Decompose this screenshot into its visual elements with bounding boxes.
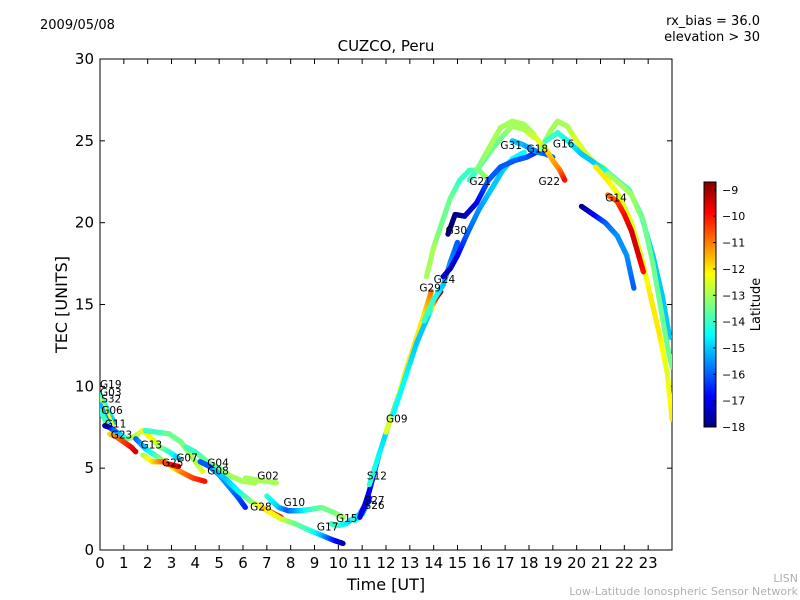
colorbar — [703, 181, 717, 428]
x-tick-label: 9 — [310, 554, 320, 572]
x-tick-label: 2 — [143, 554, 153, 572]
x-tick-label: 11 — [353, 554, 372, 572]
colorbar-tick-label: −11 — [722, 237, 745, 250]
series-G02 — [242, 475, 279, 486]
satellite-label-G24: G24 — [434, 274, 456, 286]
colorbar-tick-label: −15 — [722, 342, 745, 355]
data-point — [273, 480, 279, 486]
y-tick-label: 5 — [84, 459, 94, 477]
data-point — [640, 269, 647, 275]
series-group — [100, 118, 672, 547]
date-label: 2009/05/08 — [40, 18, 115, 33]
series-G24 — [390, 288, 444, 417]
satellite-label-G15: G15 — [336, 513, 358, 525]
series-G23 — [106, 431, 139, 455]
colorbar-tick-label: −14 — [722, 316, 745, 329]
satellite-label-G31: G31 — [500, 140, 522, 152]
satellite-label-S26: S26 — [365, 500, 385, 512]
y-tick-label: 15 — [75, 296, 94, 314]
x-tick-label: 18 — [519, 554, 538, 572]
colorbar-tick-label: −18 — [722, 421, 745, 434]
x-tick-label: 20 — [567, 554, 586, 572]
x-tick-label: 5 — [214, 554, 224, 572]
satellite-label-G30: G30 — [446, 225, 468, 237]
satellite-label-G13: G13 — [141, 440, 163, 452]
x-tick-label: 19 — [543, 554, 562, 572]
y-tick-label: 30 — [75, 50, 94, 68]
y-tick-label: 10 — [75, 377, 94, 395]
rx-bias-label: rx_bias = 36.0 — [666, 14, 760, 29]
satellite-label-G18: G18 — [527, 143, 549, 155]
satellite-label-G21: G21 — [469, 176, 491, 188]
x-axis-label: Time [UT] — [346, 575, 425, 594]
colorbar-tick-label: −12 — [722, 263, 745, 276]
data-point — [133, 449, 139, 455]
x-tick-label: 21 — [591, 554, 610, 572]
series-G10 — [264, 493, 346, 520]
colorbar-tick-label: −16 — [722, 368, 745, 381]
satellite-label-G06: G06 — [101, 405, 123, 417]
x-tick-label: 3 — [167, 554, 177, 572]
x-tick-label: 0 — [95, 554, 105, 572]
satellite-label-S12: S12 — [367, 471, 387, 483]
satellite-label-G16: G16 — [553, 138, 575, 150]
data-point — [631, 285, 637, 291]
data-point — [199, 468, 206, 475]
data-point — [669, 364, 672, 370]
colorbar-label: Latitude — [749, 278, 764, 332]
elevation-label: elevation > 30 — [664, 30, 760, 45]
y-tick-label: 0 — [84, 541, 94, 559]
satellite-label-G07: G07 — [176, 453, 198, 465]
x-tick-label: 17 — [496, 554, 515, 572]
satellite-label-G28: G28 — [250, 502, 272, 514]
data-point — [340, 514, 346, 520]
x-tick-label: 7 — [262, 554, 272, 572]
x-tick-label: 10 — [329, 554, 348, 572]
x-tick-label: 22 — [615, 554, 634, 572]
satellite-label-G02: G02 — [257, 471, 279, 483]
data-point — [454, 239, 461, 245]
data-point — [242, 504, 248, 511]
colorbar-tick-label: −17 — [722, 395, 745, 408]
satellite-label-G23: G23 — [111, 430, 133, 442]
y-axis-label: TEC [UNITS] — [52, 256, 71, 354]
x-tick-label: 6 — [238, 554, 248, 572]
data-point — [176, 463, 182, 470]
x-tick-label: 8 — [286, 554, 296, 572]
satellite-label-G10: G10 — [284, 497, 306, 509]
x-tick-label: 13 — [400, 554, 419, 572]
satellite-label-G09: G09 — [386, 413, 408, 425]
y-tick-label: 25 — [75, 132, 94, 150]
data-point — [562, 177, 568, 183]
chart-title: CUZCO, Peru — [337, 37, 435, 55]
x-tick-label: 12 — [376, 554, 395, 572]
series-S_blue2 — [445, 149, 539, 237]
y-tick-label: 20 — [75, 214, 94, 232]
data-point — [669, 416, 672, 422]
data-point — [340, 540, 346, 547]
x-tick-label: 15 — [448, 554, 467, 572]
series-G17 — [264, 508, 346, 547]
footer-credit: LISN Low-Latitude Ionospheric Sensor Net… — [569, 572, 798, 598]
satellite-label-G08: G08 — [207, 466, 229, 478]
receiver-info: rx_bias = 36.0 elevation > 30 — [664, 14, 760, 46]
satellite-label-S32: S32 — [101, 394, 121, 406]
data-point — [202, 478, 208, 484]
footer-lisn: LISN — [773, 572, 798, 585]
footer-network-name: Low-Latitude Ionospheric Sensor Network — [569, 585, 798, 598]
data-point — [176, 455, 182, 461]
x-tick-label: 4 — [191, 554, 201, 572]
satellite-label-G22: G22 — [539, 176, 561, 188]
series-G25 — [140, 452, 182, 470]
x-tick-label: 16 — [472, 554, 491, 572]
colorbar-tick-label: −10 — [722, 210, 745, 223]
x-tick-label: 23 — [639, 554, 658, 572]
satellite-label-G11: G11 — [105, 418, 127, 430]
x-tick-label: 1 — [119, 554, 129, 572]
satellite-label-G14: G14 — [605, 192, 627, 204]
colorbar-tick-label: −13 — [722, 289, 745, 302]
colorbar-tick-label: −9 — [722, 184, 738, 197]
x-tick-label: 14 — [424, 554, 443, 572]
